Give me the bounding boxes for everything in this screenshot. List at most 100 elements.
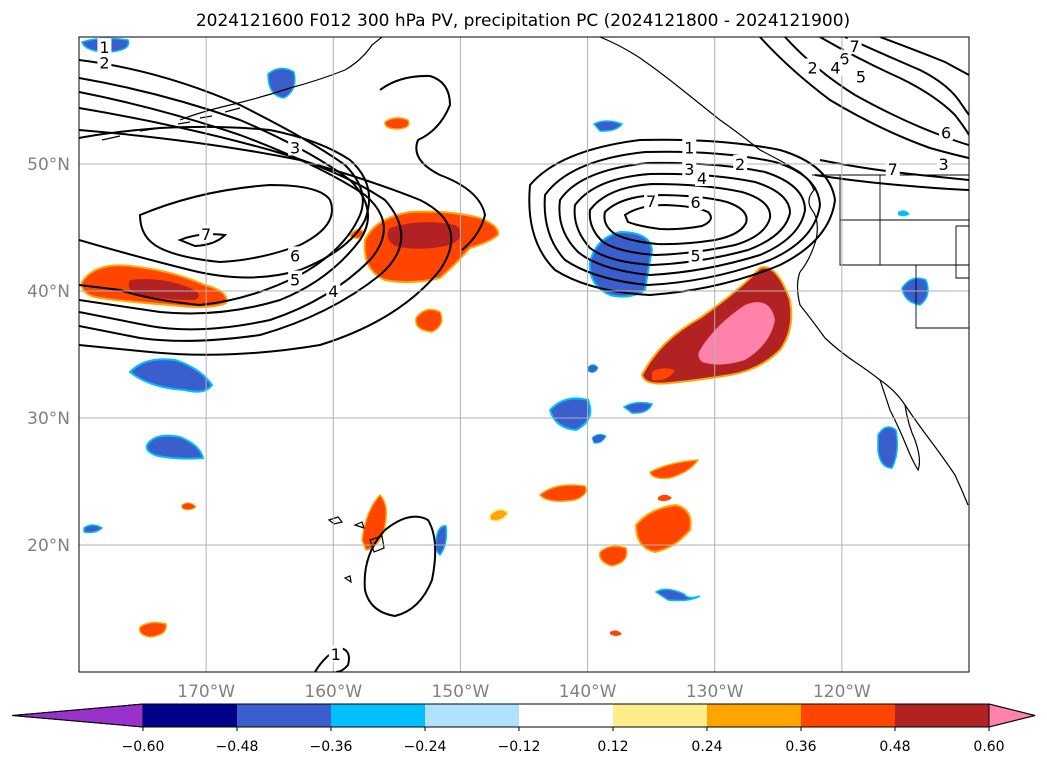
pv-contour-west (79, 59, 364, 307)
pv-contour-west (379, 74, 487, 251)
contour-label-halo (288, 138, 303, 156)
pv-contour-northeast (879, 37, 969, 76)
pv-contour-northeast (819, 37, 969, 136)
precip-positive-blob (640, 266, 793, 385)
pv-contour-label: 5 (290, 271, 300, 290)
pv-contour-northeast (814, 174, 969, 191)
precip-positive-blob (489, 508, 509, 522)
lon-tick-label: 140°W (559, 682, 617, 702)
pv-contour-label: 3 (684, 160, 694, 179)
lon-tick-label: 170°W (177, 682, 235, 702)
lat-tick-label: 30°N (27, 409, 70, 429)
colorbar (11, 703, 1036, 728)
colorbar-segment (895, 704, 990, 727)
colorbar-tick-label: −0.60 (122, 739, 165, 755)
precip-positive-blob (634, 503, 692, 554)
colorbar-extend-low (11, 703, 144, 728)
colorbar-tick-label: −0.36 (310, 739, 353, 755)
gridlines (79, 37, 969, 672)
contour-label-halo (328, 645, 343, 663)
precip-positive-blob (652, 368, 675, 381)
pv-contour-west (79, 91, 385, 331)
pv-contour-label: 3 (290, 138, 300, 157)
contour-label-halo (326, 282, 341, 299)
pv-contour-east (588, 182, 772, 257)
colorbar-tick-labels: −0.60 −0.48 −0.36 −0.24 −0.12 0.12 0.24 0.36 0.4… (122, 727, 1005, 755)
lat-tick-label: 50°N (27, 155, 70, 175)
pv-contour-east-max (623, 203, 712, 231)
baja-peninsula-coast (879, 379, 921, 472)
contour-label-halo (828, 58, 843, 76)
contour-label-halo (97, 53, 112, 71)
pv-contour-label: 2 (735, 155, 745, 174)
precip-positive-blob (599, 545, 628, 567)
precip-negative-blob (877, 426, 899, 469)
plot-title: 2024121600 F012 300 hPa PV, precipitatio… (196, 11, 850, 31)
colorbar-tick-label: 0.12 (597, 739, 628, 755)
precip-positive-blob (610, 630, 622, 636)
lon-tick-label: 160°W (304, 682, 362, 702)
precip-positive-blob (415, 308, 443, 333)
pv-contour-label: 7 (201, 225, 211, 244)
pv-contour-label: 2 (808, 58, 818, 77)
precip-positive-core (387, 222, 462, 249)
pv-contour-label: 5 (691, 246, 701, 265)
latitude-labels: 50°N 40°N 30°N 20°N (27, 155, 70, 556)
precip-shading (80, 37, 929, 638)
contour-label-halo (695, 168, 709, 186)
pv-contour-label: 7 (888, 160, 898, 179)
pv-contour-label: 6 (691, 193, 701, 212)
colorbar-tick-label: 0.24 (691, 739, 722, 755)
pv-contour-label: 1 (99, 38, 109, 57)
colorbar-tick-label: 0.48 (879, 739, 910, 755)
colorbar-tick-label: −0.12 (498, 739, 541, 755)
alaska-panhandle-coast (599, 37, 818, 273)
contour-label-halo (805, 58, 820, 76)
pv-contour-label: 7 (849, 37, 859, 56)
colorbar-segment (519, 704, 614, 727)
precip-positive-blob (138, 621, 167, 638)
pv-contour-west (79, 125, 371, 279)
contour-label-halo (939, 123, 954, 141)
precip-negative-blob (898, 210, 910, 217)
pv-contour-west (79, 77, 369, 315)
pv-contour-label: 2 (99, 53, 109, 72)
pv-contour-west (79, 129, 453, 356)
pv-contour-west (79, 107, 403, 342)
pv-contour-label: 6 (839, 50, 849, 69)
contour-label-halo (733, 155, 748, 172)
state-borders (839, 175, 969, 329)
contour-label-halo (853, 67, 868, 85)
pv-contour-label: 6 (290, 246, 300, 265)
contour-label-halo (199, 224, 214, 242)
contour-label-halo (288, 270, 303, 288)
pv-contour-east (528, 138, 837, 297)
pv-contour-label: 5 (856, 67, 866, 86)
pv-contour-west-inner (177, 233, 228, 248)
precip-positive-blob (384, 117, 410, 130)
contour-label-halo (688, 246, 703, 264)
pv-contour-label: 1 (684, 138, 694, 157)
longitude-labels: 170°W 160°W 150°W 140°W 130°W 120°W (177, 682, 871, 702)
colorbar-segment (613, 704, 708, 727)
pv-contour-label: 4 (830, 58, 840, 77)
pv-contour-hawaii-loop (363, 515, 437, 618)
pv-contour-label: 7 (646, 192, 656, 211)
pv-contour-west-max (138, 183, 333, 264)
lat-tick-label: 20°N (27, 536, 70, 556)
colorbar-segment (143, 704, 238, 727)
pv-contour-label: 6 (941, 123, 951, 142)
pv-contour-northeast (844, 37, 969, 116)
precip-negative-blob (588, 230, 654, 298)
precip-negative-blob (654, 588, 701, 602)
contour-label-halo (936, 155, 951, 172)
lon-tick-label: 120°W (813, 682, 871, 702)
colorbar-segment (331, 704, 426, 727)
pv-contour-label: 1 (331, 645, 341, 664)
precip-negative-blob (145, 434, 205, 460)
colorbar-tick-label: 0.36 (785, 739, 816, 755)
alaska-peninsula-coast (179, 37, 383, 121)
colorbar-segment (425, 704, 520, 727)
